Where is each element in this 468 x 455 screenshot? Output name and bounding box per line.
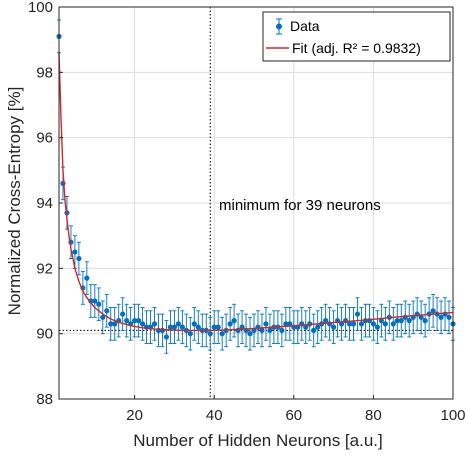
data-point	[159, 327, 166, 333]
fit-line	[58, 52, 454, 332]
x-tick-label: 20	[126, 407, 143, 424]
data-point	[191, 321, 197, 327]
data-point	[259, 327, 265, 333]
y-tick-label: 90	[36, 326, 53, 343]
data-point	[398, 318, 404, 324]
data-point	[390, 321, 396, 327]
data-point	[187, 331, 193, 337]
data-point	[283, 321, 289, 327]
x-tick-label: 80	[365, 407, 382, 424]
y-tick-label: 88	[36, 391, 53, 408]
data-point	[350, 321, 357, 327]
data-point	[231, 318, 237, 324]
data-point	[132, 318, 138, 324]
data-point	[382, 321, 388, 327]
data-point	[446, 314, 452, 320]
y-tick-label: 98	[36, 64, 53, 81]
data-point	[438, 314, 444, 320]
data-point	[315, 324, 321, 330]
data-point	[346, 321, 353, 327]
data-point	[323, 318, 329, 324]
data-point	[124, 318, 130, 324]
data-point	[108, 321, 114, 327]
data-point	[303, 324, 309, 330]
data-point	[215, 324, 221, 330]
data-point	[267, 327, 273, 333]
x-tick-label: 60	[285, 407, 302, 424]
fit-curve	[58, 52, 454, 332]
data-point	[179, 324, 185, 330]
legend: Data Fit (adj. R² = 0.9832)	[262, 11, 451, 62]
data-points	[56, 33, 456, 340]
data-point	[430, 308, 436, 314]
data-point	[422, 318, 428, 324]
data-point	[151, 321, 158, 327]
data-point	[60, 180, 66, 186]
data-point	[211, 324, 217, 330]
y-tick-label: 94	[36, 195, 53, 212]
data-point	[370, 321, 377, 327]
data-point	[406, 318, 412, 324]
tick-labels: 20 40 60 80 100 88 90 92 94 96 98 100	[28, 0, 466, 424]
data-point	[163, 334, 170, 340]
error-bars	[57, 19, 455, 354]
data-point	[394, 318, 400, 324]
plot-frame	[58, 6, 454, 400]
x-axis-label: Number of Hidden Neurons [a.u.]	[133, 431, 382, 450]
data-point	[76, 255, 82, 262]
data-point	[207, 331, 213, 337]
data-point	[84, 275, 90, 281]
data-point	[219, 331, 225, 337]
data-point	[418, 314, 424, 320]
data-point	[354, 311, 361, 317]
data-point	[139, 321, 146, 327]
data-point	[171, 324, 178, 330]
data-point	[227, 321, 233, 327]
data-point	[175, 321, 181, 327]
data-point	[331, 324, 337, 330]
data-point	[167, 324, 174, 330]
data-point	[287, 321, 293, 327]
legend-data-label: Data	[290, 18, 320, 34]
x-tick-label: 40	[206, 407, 223, 424]
data-point	[135, 318, 142, 324]
data-point	[279, 327, 285, 333]
data-point	[358, 321, 365, 327]
data-point	[247, 331, 253, 337]
y-tick-label: 92	[36, 260, 53, 277]
y-tick-label: 100	[28, 0, 53, 16]
data-point	[104, 308, 110, 314]
y-axis-label: Normalized Cross-Entropy [%]	[5, 87, 24, 316]
minimum-annotation: minimum for 39 neurons	[219, 197, 381, 214]
data-point	[374, 324, 380, 330]
data-point	[72, 249, 78, 255]
data-point	[112, 321, 118, 327]
data-point	[88, 298, 94, 304]
legend-data-marker	[276, 23, 282, 30]
data-point	[311, 327, 317, 333]
legend-fit-label: Fit (adj. R² = 0.9832)	[292, 40, 421, 56]
y-tick-label: 96	[36, 130, 53, 147]
data-point	[195, 324, 201, 330]
data-point	[96, 301, 102, 307]
data-point	[120, 311, 126, 317]
data-point	[263, 321, 269, 327]
legend-box	[262, 11, 451, 62]
x-tick-label: 100	[440, 407, 465, 424]
data-point	[92, 298, 98, 304]
data-point	[100, 314, 106, 320]
